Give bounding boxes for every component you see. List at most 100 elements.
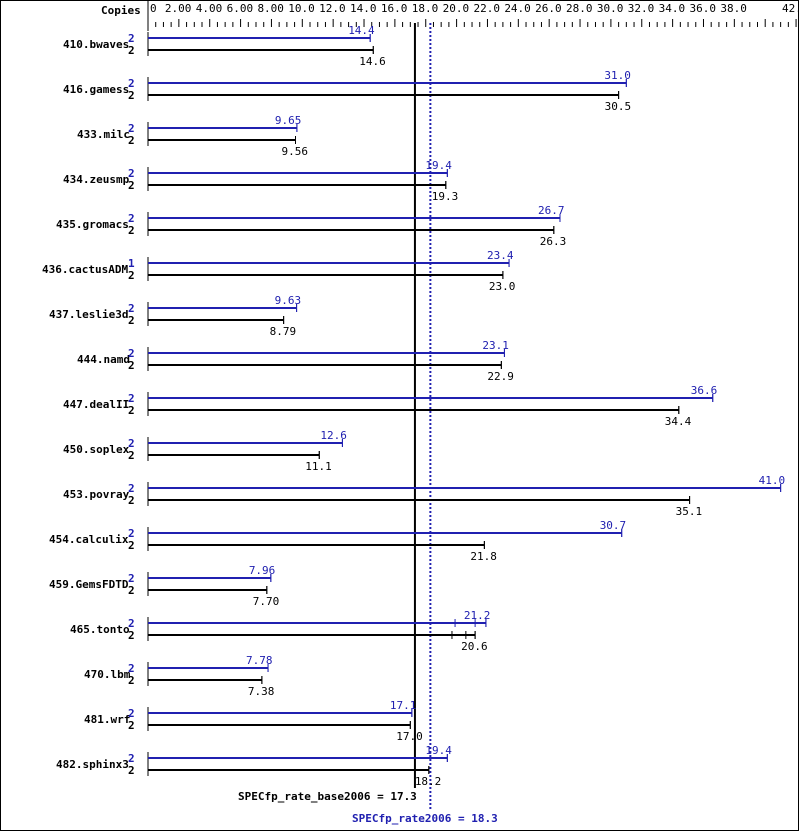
peak-copies: 1 bbox=[128, 257, 135, 270]
base-value-label: 8.79 bbox=[270, 325, 297, 338]
base-copies: 2 bbox=[128, 494, 135, 507]
base-value-label: 17.0 bbox=[396, 730, 423, 743]
peak-copies: 2 bbox=[128, 32, 135, 45]
peak-copies: 2 bbox=[128, 77, 135, 90]
axis-tick-label: 28.0 bbox=[566, 2, 593, 15]
peak-value-label: 41.0 bbox=[759, 474, 786, 487]
base-copies: 2 bbox=[128, 269, 135, 282]
peak-value-label: 12.6 bbox=[320, 429, 347, 442]
benchmark-label: 410.bwaves bbox=[63, 38, 129, 51]
benchmark-label: 465.tonto bbox=[70, 623, 130, 636]
base-value-label: 7.38 bbox=[248, 685, 275, 698]
axis-tick-label: 2.00 bbox=[165, 2, 192, 15]
peak-copies: 2 bbox=[128, 212, 135, 225]
base-copies: 2 bbox=[128, 629, 135, 642]
base-copies: 2 bbox=[128, 314, 135, 327]
base-value-label: 35.1 bbox=[676, 505, 703, 518]
benchmark-label: 454.calculix bbox=[49, 533, 129, 546]
axis-tick-label: 38.0 bbox=[720, 2, 747, 15]
peak-value-label: 19.4 bbox=[425, 744, 452, 757]
axis-tick-label: 42.0 bbox=[782, 2, 798, 15]
base-copies: 2 bbox=[128, 764, 135, 777]
peak-value-label: 23.4 bbox=[487, 249, 514, 262]
base-value-label: 34.4 bbox=[665, 415, 692, 428]
base-copies: 2 bbox=[128, 224, 135, 237]
axis-tick-label: 22.0 bbox=[473, 2, 500, 15]
base-value-label: 23.0 bbox=[489, 280, 516, 293]
peak-value-label: 14.4 bbox=[348, 24, 375, 37]
peak-copies: 2 bbox=[128, 752, 135, 765]
peak-copies: 2 bbox=[128, 707, 135, 720]
benchmark-label: 481.wrf bbox=[84, 713, 130, 726]
base-value-label: 14.6 bbox=[359, 55, 386, 68]
peak-summary-label: SPECfp_rate2006 = 18.3 bbox=[352, 812, 498, 825]
axis-tick-label: 4.00 bbox=[196, 2, 223, 15]
axis-tick-label: 32.0 bbox=[628, 2, 655, 15]
axis-tick-label: 14.0 bbox=[350, 2, 377, 15]
axis-tick-label: 34.0 bbox=[659, 2, 686, 15]
axis-tick-label: 12.0 bbox=[319, 2, 346, 15]
benchmark-label: 444.namd bbox=[77, 353, 130, 366]
base-value-label: 7.70 bbox=[253, 595, 280, 608]
base-value-label: 21.8 bbox=[470, 550, 497, 563]
peak-copies: 2 bbox=[128, 527, 135, 540]
peak-value-label: 26.7 bbox=[538, 204, 565, 217]
base-copies: 2 bbox=[128, 404, 135, 417]
base-value-label: 19.3 bbox=[432, 190, 459, 203]
benchmark-label: 450.soplex bbox=[63, 443, 130, 456]
benchmark-label: 434.zeusmp bbox=[63, 173, 130, 186]
peak-value-label: 7.96 bbox=[249, 564, 276, 577]
peak-value-label: 30.7 bbox=[600, 519, 627, 532]
base-copies: 2 bbox=[128, 44, 135, 57]
axis-tick-label: 20.0 bbox=[443, 2, 470, 15]
axis-tick-label: 36.0 bbox=[689, 2, 716, 15]
peak-copies: 2 bbox=[128, 347, 135, 360]
copies-header: Copies bbox=[101, 4, 141, 17]
peak-value-label: 21.2 bbox=[464, 609, 491, 622]
benchmark-label: 447.dealII bbox=[63, 398, 129, 411]
peak-value-label: 23.1 bbox=[482, 339, 509, 352]
base-copies: 2 bbox=[128, 449, 135, 462]
base-value-label: 9.56 bbox=[282, 145, 309, 158]
base-value-label: 18.2 bbox=[415, 775, 442, 788]
peak-copies: 2 bbox=[128, 167, 135, 180]
peak-value-label: 19.4 bbox=[425, 159, 452, 172]
benchmark-label: 416.gamess bbox=[63, 83, 129, 96]
axis-tick-label: 26.0 bbox=[535, 2, 562, 15]
base-value-label: 30.5 bbox=[605, 100, 632, 113]
axis-tick-label: 6.00 bbox=[227, 2, 254, 15]
peak-value-label: 9.65 bbox=[275, 114, 302, 127]
peak-copies: 2 bbox=[128, 122, 135, 135]
benchmark-label: 437.leslie3d bbox=[49, 308, 128, 321]
base-copies: 2 bbox=[128, 719, 135, 732]
peak-value-label: 7.78 bbox=[246, 654, 273, 667]
axis-tick-label: 18.0 bbox=[412, 2, 439, 15]
base-copies: 2 bbox=[128, 89, 135, 102]
base-value-label: 11.1 bbox=[305, 460, 332, 473]
base-copies: 2 bbox=[128, 674, 135, 687]
peak-copies: 2 bbox=[128, 392, 135, 405]
axis-tick-label: 30.0 bbox=[597, 2, 624, 15]
base-value-label: 22.9 bbox=[487, 370, 514, 383]
peak-value-label: 31.0 bbox=[604, 69, 631, 82]
peak-copies: 2 bbox=[128, 437, 135, 450]
base-copies: 2 bbox=[128, 359, 135, 372]
peak-copies: 2 bbox=[128, 302, 135, 315]
peak-value-label: 9.63 bbox=[275, 294, 302, 307]
axis-tick-label: 24.0 bbox=[504, 2, 531, 15]
benchmark-label: 433.milc bbox=[77, 128, 130, 141]
benchmark-label: 482.sphinx3 bbox=[56, 758, 129, 771]
base-copies: 2 bbox=[128, 584, 135, 597]
base-copies: 2 bbox=[128, 134, 135, 147]
axis-tick-label: 16.0 bbox=[381, 2, 408, 15]
axis-tick-label: 0 bbox=[150, 2, 157, 15]
benchmark-label: 436.cactusADM bbox=[42, 263, 128, 276]
axis-tick-label: 8.00 bbox=[257, 2, 284, 15]
peak-value-label: 36.6 bbox=[691, 384, 718, 397]
axis-tick-label: 10.0 bbox=[288, 2, 315, 15]
benchmark-label: 435.gromacs bbox=[56, 218, 129, 231]
benchmark-label: 453.povray bbox=[63, 488, 130, 501]
peak-value-label: 17.1 bbox=[390, 699, 417, 712]
